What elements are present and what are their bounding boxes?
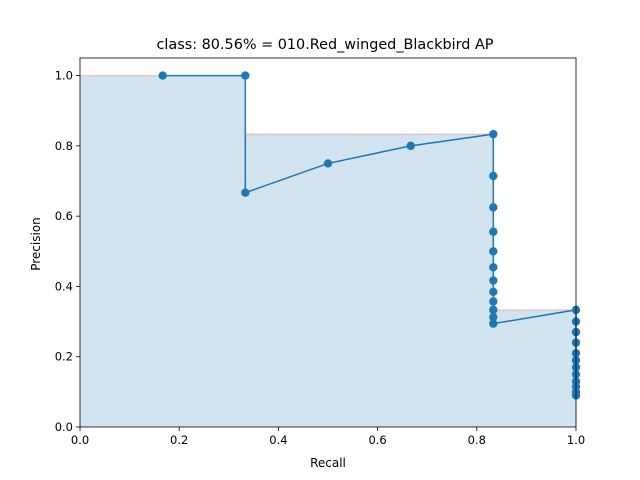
data-point [158, 71, 167, 80]
data-point [489, 276, 498, 285]
data-point [241, 71, 250, 80]
data-point [489, 287, 498, 297]
data-point [241, 188, 250, 197]
y-tick-label: 0.2 [55, 350, 73, 364]
area-fill [80, 75, 576, 428]
chart-title: class: 80.56% = 010.Red_winged_Blackbird… [157, 37, 494, 53]
x-tick-label: 0.8 [468, 433, 486, 447]
y-tick-label: 1.0 [55, 69, 73, 83]
data-point [489, 203, 498, 212]
data-point [489, 312, 498, 322]
x-tick-label: 0.2 [170, 433, 188, 447]
x-axis-label: Recall [310, 456, 346, 470]
y-axis-label: Precision [29, 217, 43, 271]
interpolated-area [80, 75, 577, 428]
data-point [323, 159, 333, 168]
y-tick-label: 0.0 [55, 420, 73, 434]
plot-frame [79, 57, 577, 428]
axes: 0.0 0.2 0.4 0.6 0.8 1.0 0.0 0.2 0.4 0.6 0.8 1.0 [55, 57, 585, 447]
data-point [406, 141, 415, 151]
data-point [489, 319, 498, 328]
data-point [489, 263, 498, 272]
y-tick-label: 0.4 [55, 279, 73, 293]
data-point [489, 297, 498, 306]
x-tick-label: 0.4 [269, 433, 287, 447]
data-point [489, 305, 498, 315]
data-point [489, 227, 498, 236]
data-point [489, 171, 498, 181]
x-tick-label: 0.6 [368, 433, 386, 447]
x-tick-label: 0.0 [71, 433, 89, 447]
y-tick-label: 0.6 [55, 209, 73, 223]
y-tick-label: 0.8 [55, 139, 73, 153]
data-point [489, 247, 498, 256]
data-point [489, 129, 498, 139]
x-tick-label: 1.0 [567, 433, 585, 447]
